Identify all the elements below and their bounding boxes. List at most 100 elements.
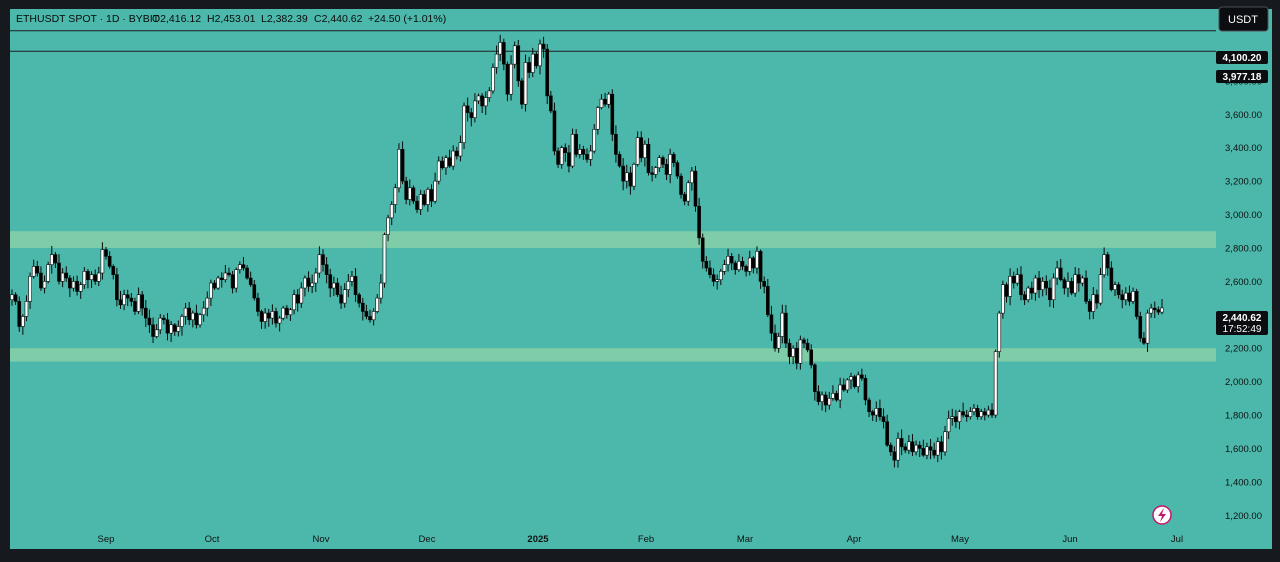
- candle: [1073, 274, 1078, 294]
- candle: [480, 95, 484, 107]
- candle: [357, 294, 361, 304]
- candle: [1152, 307, 1157, 311]
- candle: [784, 312, 788, 344]
- candle: [13, 294, 18, 302]
- candle: [787, 342, 792, 357]
- candle: [411, 187, 416, 202]
- candle: [1069, 281, 1074, 294]
- zone-band-1: [10, 231, 1216, 248]
- candle: [780, 312, 785, 337]
- candle: [1138, 316, 1143, 339]
- candle: [1131, 291, 1135, 302]
- candle: [444, 157, 448, 169]
- candle: [458, 142, 463, 157]
- candle: [10, 294, 14, 301]
- candle: [313, 272, 318, 284]
- x-tick-label: Jul: [1171, 534, 1183, 545]
- candle: [567, 152, 571, 167]
- candle: [693, 170, 698, 207]
- candle: [1095, 294, 1099, 304]
- candle: [277, 317, 282, 324]
- candle: [476, 95, 481, 102]
- candle: [107, 256, 112, 267]
- candle: [719, 271, 723, 280]
- candle: [93, 274, 97, 282]
- candle: [498, 42, 503, 55]
- candle: [1109, 267, 1114, 291]
- candle: [46, 264, 50, 282]
- candle: [747, 257, 752, 272]
- candle: [820, 394, 824, 402]
- x-tick-label: May: [951, 534, 969, 545]
- candle: [140, 294, 144, 309]
- candle: [147, 317, 152, 326]
- candle: [339, 294, 343, 304]
- candle: [766, 286, 770, 316]
- candle: [162, 317, 166, 321]
- candle: [823, 394, 828, 406]
- candle: [982, 411, 987, 416]
- candle: [733, 262, 738, 270]
- candle: [154, 329, 159, 337]
- candle: [455, 150, 459, 157]
- candle: [979, 411, 983, 418]
- candle: [961, 411, 965, 416]
- candle: [834, 393, 839, 401]
- candle: [447, 157, 452, 167]
- candle: [89, 274, 94, 280]
- candle: [368, 316, 372, 321]
- y-tick-label: 2,000.00: [1225, 377, 1262, 388]
- candle: [538, 43, 542, 67]
- candle: [238, 264, 242, 270]
- candle: [39, 272, 43, 289]
- x-tick-label: Dec: [419, 534, 436, 545]
- candle: [708, 267, 712, 275]
- candle: [187, 307, 192, 321]
- candle: [541, 43, 546, 50]
- candle: [1026, 287, 1030, 301]
- candle: [610, 93, 615, 135]
- x-tick-label: Sep: [98, 534, 115, 545]
- candle: [628, 172, 633, 187]
- time-axis[interactable]: [10, 527, 1272, 549]
- candle: [831, 393, 835, 399]
- candle: [335, 282, 340, 296]
- candle: [878, 408, 882, 418]
- candle: [465, 105, 470, 113]
- candle: [1120, 294, 1125, 301]
- candle: [209, 282, 213, 299]
- candle: [1008, 276, 1012, 297]
- symbol-label[interactable]: ETHUSDT SPOT · 1D · BYBIT: [16, 13, 160, 25]
- candle: [328, 274, 333, 289]
- candle: [176, 326, 181, 332]
- candle: [288, 309, 293, 316]
- candle: [668, 154, 672, 175]
- candle: [136, 294, 141, 312]
- candle: [1098, 274, 1103, 304]
- candle: [794, 347, 799, 364]
- candle: [400, 149, 405, 182]
- candle: [281, 307, 286, 319]
- candle: [935, 441, 940, 456]
- candle: [1077, 274, 1081, 284]
- candle: [386, 217, 390, 235]
- candle: [1149, 307, 1153, 314]
- candle: [867, 399, 871, 413]
- candle: [585, 154, 589, 160]
- x-tick-label: Feb: [638, 534, 654, 545]
- candle: [549, 95, 553, 112]
- candle: [896, 438, 900, 461]
- candle: [899, 438, 904, 448]
- price-axis[interactable]: [1216, 9, 1272, 527]
- candle: [516, 45, 521, 82]
- currency-badge[interactable]: USDT: [1218, 6, 1269, 32]
- y-tick-label: 3,000.00: [1225, 210, 1262, 221]
- candle: [1116, 284, 1121, 296]
- lightning-icon[interactable]: [1152, 505, 1172, 525]
- candle: [28, 276, 32, 302]
- candle: [1022, 294, 1027, 301]
- candle: [729, 256, 734, 264]
- candle: [845, 379, 850, 391]
- candle: [375, 297, 380, 312]
